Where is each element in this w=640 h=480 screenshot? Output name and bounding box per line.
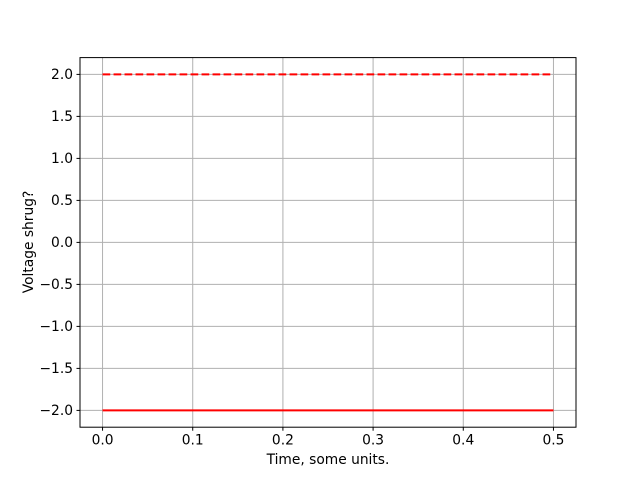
y-tick-label: 0.5 xyxy=(51,193,73,209)
x-tick-label: 0.5 xyxy=(542,433,564,449)
x-axis-label: Time, some units. xyxy=(266,452,390,468)
y-tick-label: −1.5 xyxy=(39,361,73,377)
y-axis-label: Voltage shrug? xyxy=(21,190,37,294)
y-tick-label: −1.0 xyxy=(39,319,73,335)
y-tick-label: 1.0 xyxy=(51,151,73,167)
x-tick-label: 0.2 xyxy=(272,433,294,449)
y-tick-label: 2.0 xyxy=(51,67,73,83)
x-tick-label: 0.4 xyxy=(452,433,474,449)
y-tick-label: −2.0 xyxy=(39,403,73,419)
x-tick-label: 0.3 xyxy=(362,433,384,449)
y-tick-label: 0.0 xyxy=(51,235,73,251)
y-tick-label: −0.5 xyxy=(39,277,73,293)
y-tick-label: 1.5 xyxy=(51,109,73,125)
x-tick-label: 0.0 xyxy=(92,433,114,449)
x-tick-label: 0.1 xyxy=(182,433,204,449)
